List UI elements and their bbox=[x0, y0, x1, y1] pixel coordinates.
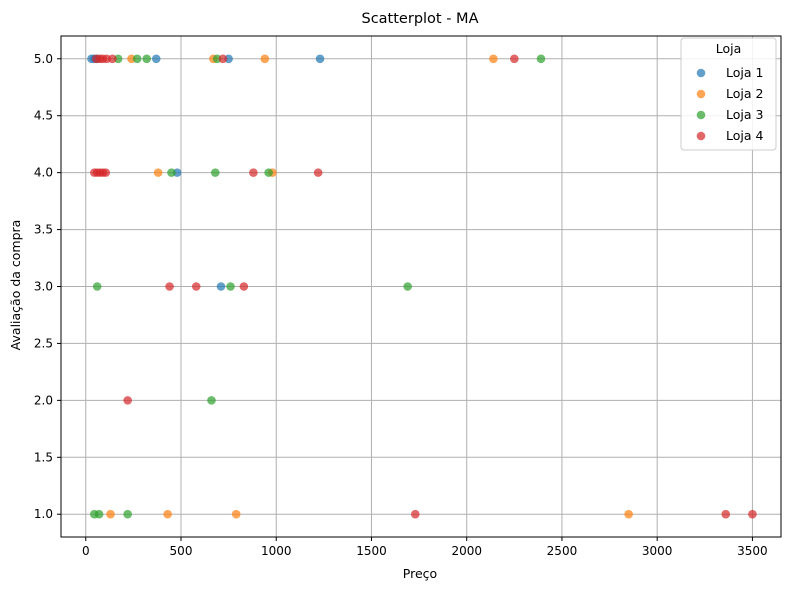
y-tick-label: 2.5 bbox=[34, 336, 53, 350]
chart-title: Scatterplot - MA bbox=[362, 11, 479, 27]
legend-label: Loja 2 bbox=[726, 86, 763, 101]
data-point bbox=[165, 282, 174, 291]
data-point bbox=[142, 54, 152, 64]
y-tick-label: 1.0 bbox=[34, 507, 53, 521]
data-point bbox=[101, 168, 111, 177]
y-tick-label: 4.5 bbox=[34, 109, 53, 123]
x-tick-label: 2500 bbox=[547, 544, 578, 558]
data-point bbox=[489, 54, 498, 64]
legend-label: Loja 4 bbox=[726, 128, 763, 143]
data-point bbox=[536, 54, 546, 64]
x-tick-label: 500 bbox=[170, 544, 193, 558]
data-point bbox=[92, 282, 102, 291]
data-point bbox=[108, 54, 117, 64]
y-tick-label: 3.0 bbox=[34, 280, 53, 294]
data-point bbox=[260, 54, 270, 64]
x-tick-label: 1500 bbox=[356, 544, 387, 558]
y-tick-label: 2.0 bbox=[34, 393, 53, 407]
data-point bbox=[315, 54, 325, 64]
data-point bbox=[226, 282, 235, 291]
grid bbox=[61, 36, 781, 537]
x-tick-label: 1000 bbox=[261, 544, 292, 558]
legend-label: Loja 1 bbox=[726, 65, 763, 80]
data-point bbox=[167, 168, 176, 177]
data-point bbox=[191, 282, 201, 291]
data-point bbox=[410, 509, 420, 519]
data-point bbox=[163, 509, 172, 519]
x-tick-label: 0 bbox=[82, 544, 90, 558]
x-tick-label: 2000 bbox=[451, 544, 482, 558]
y-axis-label: Avaliação da compra bbox=[8, 220, 23, 351]
data-point bbox=[218, 54, 228, 64]
data-point bbox=[207, 396, 216, 405]
series-4 bbox=[90, 54, 757, 519]
data-point bbox=[106, 509, 115, 519]
legend-marker bbox=[696, 131, 706, 141]
data-point bbox=[132, 54, 142, 64]
legend-marker bbox=[696, 110, 706, 120]
data-point bbox=[123, 396, 132, 405]
data-point bbox=[403, 282, 412, 291]
legend-marker bbox=[696, 68, 706, 78]
data-point bbox=[313, 168, 323, 177]
x-tick-label: 3500 bbox=[737, 544, 768, 558]
x-tick-label: 3000 bbox=[642, 544, 673, 558]
data-point bbox=[249, 168, 258, 177]
data-point bbox=[210, 168, 220, 177]
data-point bbox=[264, 168, 273, 177]
y-tick-label: 4.0 bbox=[34, 166, 53, 180]
data-point bbox=[239, 282, 249, 291]
x-axis-label: Preço bbox=[403, 566, 437, 581]
data-point bbox=[151, 54, 161, 64]
y-axis: 1.0 1.5 2.0 2.5 3.0 3.5 4.0 4.5 5.0 bbox=[34, 52, 61, 521]
legend: Loja Loja 1 Loja 2 Loja 3 Loja 4 bbox=[680, 37, 777, 151]
data-point bbox=[748, 509, 757, 519]
data-point bbox=[123, 509, 132, 519]
y-tick-label: 1.5 bbox=[34, 450, 53, 464]
y-tick-label: 3.5 bbox=[34, 223, 53, 237]
data-point bbox=[721, 509, 731, 519]
y-tick-label: 5.0 bbox=[34, 52, 53, 66]
data-point bbox=[624, 509, 633, 519]
legend-box bbox=[680, 37, 777, 151]
legend-title: Loja bbox=[716, 41, 742, 56]
x-axis: 0 500 1000 1500 2000 2500 3000 3500 bbox=[82, 537, 768, 558]
data-point bbox=[216, 282, 226, 291]
legend-marker bbox=[696, 89, 706, 99]
data-point bbox=[231, 509, 241, 519]
data-point bbox=[510, 54, 519, 64]
data-points bbox=[87, 54, 757, 519]
data-point bbox=[153, 168, 163, 177]
series-3 bbox=[90, 54, 546, 519]
data-point bbox=[94, 509, 104, 519]
legend-label: Loja 3 bbox=[726, 107, 763, 122]
